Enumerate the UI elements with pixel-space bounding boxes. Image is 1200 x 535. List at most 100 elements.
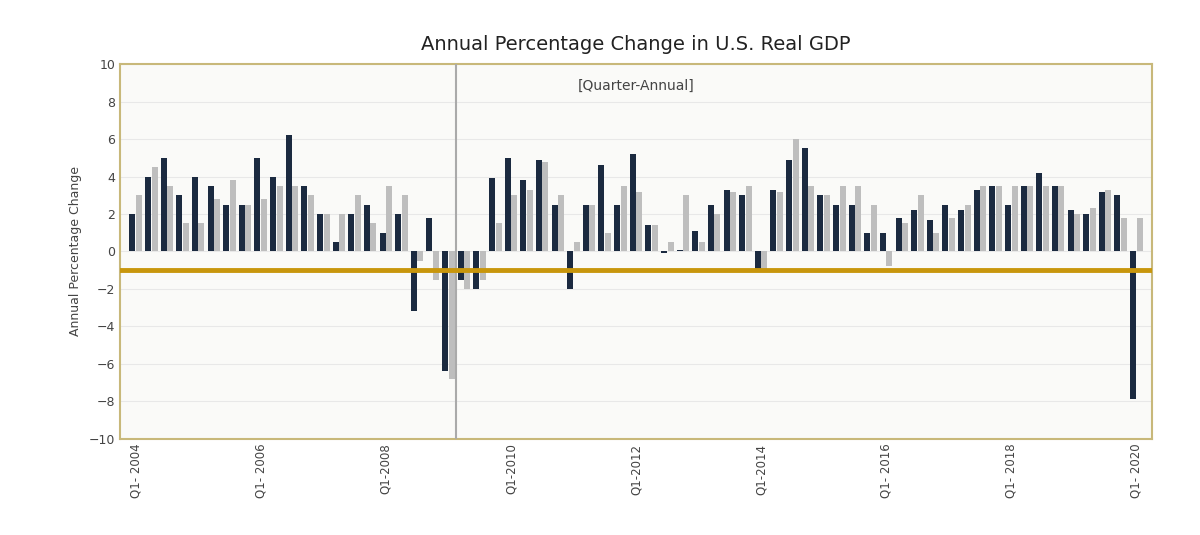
Bar <box>410 251 416 311</box>
Bar <box>426 218 432 251</box>
Bar <box>239 204 245 251</box>
Bar <box>620 186 626 251</box>
Bar <box>730 192 736 251</box>
Bar <box>208 186 214 251</box>
Bar <box>317 214 323 251</box>
Bar <box>379 233 385 251</box>
Bar <box>473 251 479 289</box>
Bar <box>661 251 667 253</box>
Bar <box>692 231 698 251</box>
Bar <box>677 249 683 251</box>
Bar <box>1130 251 1136 399</box>
Bar <box>636 192 642 251</box>
Bar <box>965 204 971 251</box>
Bar <box>745 186 751 251</box>
Bar <box>589 204 595 251</box>
Bar <box>1012 186 1018 251</box>
Bar <box>755 251 761 270</box>
Bar <box>402 195 408 251</box>
Bar <box>464 251 470 289</box>
Bar <box>552 204 558 251</box>
Text: [Quarter-Annual]: [Quarter-Annual] <box>577 79 695 93</box>
Bar <box>511 195 517 251</box>
Bar <box>542 162 548 251</box>
Bar <box>1043 186 1049 251</box>
Bar <box>457 251 463 279</box>
Bar <box>840 186 846 251</box>
Bar <box>167 186 173 251</box>
Bar <box>793 139 799 251</box>
Bar <box>536 159 542 251</box>
Bar <box>761 251 767 270</box>
Bar <box>1084 214 1090 251</box>
Bar <box>856 186 862 251</box>
Bar <box>809 186 815 251</box>
Bar <box>480 251 486 279</box>
Bar <box>395 214 401 251</box>
Bar <box>1037 173 1043 251</box>
Bar <box>824 195 830 251</box>
Bar <box>652 225 658 251</box>
Bar <box>324 214 330 251</box>
Bar <box>1068 210 1074 251</box>
Bar <box>918 195 924 251</box>
Bar <box>136 195 142 251</box>
Bar <box>386 186 392 251</box>
Bar <box>1121 218 1127 251</box>
Bar <box>1052 186 1058 251</box>
Bar <box>926 219 932 251</box>
Bar <box>293 186 299 251</box>
Bar <box>895 218 901 251</box>
Bar <box>433 251 439 279</box>
Bar <box>778 192 782 251</box>
Bar <box>996 186 1002 251</box>
Bar <box>229 180 235 251</box>
Bar <box>802 148 808 251</box>
Bar <box>308 195 314 251</box>
Bar <box>574 242 580 251</box>
Bar <box>558 195 564 251</box>
Bar <box>277 186 283 251</box>
Bar <box>418 251 424 261</box>
Bar <box>683 195 689 251</box>
Bar <box>817 195 823 251</box>
Bar <box>1115 195 1121 251</box>
Bar <box>583 204 589 251</box>
Bar <box>182 224 188 251</box>
Bar <box>902 224 908 251</box>
Bar <box>942 204 948 251</box>
Bar <box>949 218 955 251</box>
Bar <box>568 251 574 289</box>
Bar <box>714 214 720 251</box>
Bar <box>614 204 620 251</box>
Bar <box>270 177 276 251</box>
Bar <box>198 224 204 251</box>
Bar <box>286 135 292 251</box>
Bar <box>980 186 986 251</box>
Title: Annual Percentage Change in U.S. Real GDP: Annual Percentage Change in U.S. Real GD… <box>421 35 851 55</box>
Bar <box>176 195 182 251</box>
Bar <box>449 251 455 379</box>
Bar <box>770 189 776 251</box>
Bar <box>911 210 917 251</box>
Bar <box>192 177 198 251</box>
Bar <box>871 204 877 251</box>
Bar <box>348 214 354 251</box>
Bar <box>1099 192 1105 251</box>
Bar <box>262 199 266 251</box>
Bar <box>605 233 611 251</box>
Bar <box>646 225 652 251</box>
Bar <box>934 233 940 251</box>
Bar <box>1021 186 1027 251</box>
Bar <box>214 199 220 251</box>
Bar <box>442 251 448 371</box>
Bar <box>145 177 151 251</box>
Bar <box>364 204 370 251</box>
Bar <box>130 214 136 251</box>
Bar <box>254 158 260 251</box>
Bar <box>989 186 995 251</box>
Bar <box>786 159 792 251</box>
Bar <box>887 251 893 266</box>
Bar <box>1105 189 1111 251</box>
Bar <box>521 180 527 251</box>
